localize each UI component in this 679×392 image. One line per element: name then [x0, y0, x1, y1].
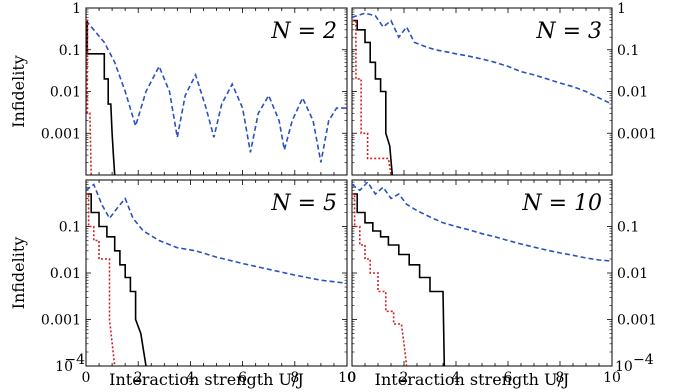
x-axis-label: Interaction strength U/J [375, 370, 570, 389]
x-tick-label: 10 [338, 370, 356, 386]
y-tick-label: 0.001 [617, 126, 657, 142]
x-tick-label: 2 [400, 370, 409, 386]
x-tick-label: 0 [82, 370, 91, 386]
x-tick-label: 8 [556, 370, 565, 386]
y-tick-label: 1 [617, 1, 626, 17]
x-tick-label: 10 [603, 370, 621, 386]
y-tick-label: 0.1 [59, 43, 81, 59]
series-line-dotted [352, 19, 392, 175]
y-tick-label: 0.01 [50, 85, 81, 101]
y-tick-label: 0.001 [617, 313, 657, 329]
series-line-dashed [352, 180, 612, 262]
series-line-solid [86, 193, 147, 366]
panel-label: N = 3 [535, 19, 602, 44]
y-tick-label: 0.01 [617, 85, 648, 101]
y-axis-label: Infidelity [9, 237, 28, 310]
series-line-solid [352, 19, 394, 175]
y-tick-label: 10 [615, 359, 633, 375]
series-line-dotted [86, 193, 116, 366]
x-tick-label: 8 [290, 370, 299, 386]
series-line-dotted [352, 193, 408, 366]
series-line-dashed [352, 12, 612, 105]
y-tick-label: 0.001 [41, 313, 81, 329]
x-tick-label: 6 [238, 370, 247, 386]
y-axis-label: Infidelity [9, 55, 28, 128]
y-tick-exponent: −4 [64, 352, 85, 368]
x-axis-label: Interaction strength U/J [109, 370, 304, 389]
y-tick-label: 0.01 [50, 266, 81, 282]
series-line-dotted [86, 19, 92, 175]
y-tick-exponent: −4 [633, 352, 654, 368]
y-tick-label: 0.1 [617, 43, 639, 59]
panel-label: N = 10 [521, 191, 602, 216]
x-tick-label: 2 [134, 370, 143, 386]
x-tick-label: 4 [452, 370, 461, 386]
series-line-solid [86, 19, 116, 175]
y-tick-label: 0.1 [59, 220, 81, 236]
x-tick-label: 4 [186, 370, 195, 386]
series-line-dashed [86, 20, 347, 163]
y-tick-label: 0.01 [617, 266, 648, 282]
y-tick-label: 1 [72, 1, 81, 17]
x-tick-label: 0 [348, 370, 357, 386]
x-tick-label: 6 [504, 370, 513, 386]
panel-label: N = 5 [270, 191, 337, 216]
y-tick-label: 0.001 [41, 126, 81, 142]
series-line-dashed [86, 183, 347, 285]
panel-label: N = 2 [270, 19, 337, 44]
series-line-solid [352, 193, 446, 366]
y-tick-label: 10 [55, 359, 73, 375]
y-tick-label: 0.1 [617, 220, 639, 236]
